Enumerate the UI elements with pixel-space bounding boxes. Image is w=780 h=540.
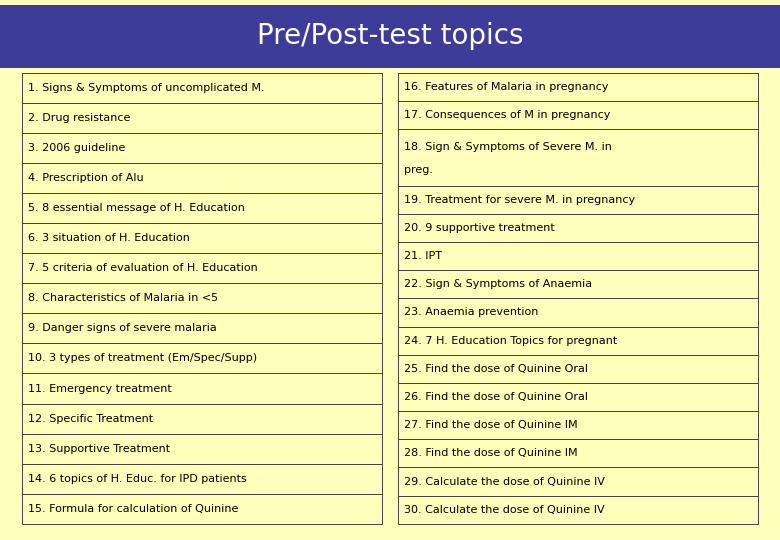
Bar bbox=[398, 411, 758, 439]
Bar bbox=[22, 464, 382, 494]
Bar bbox=[398, 355, 758, 383]
Bar bbox=[398, 299, 758, 327]
Text: 30. Calculate the dose of Quinine IV: 30. Calculate the dose of Quinine IV bbox=[404, 505, 604, 515]
Bar bbox=[22, 374, 382, 403]
Bar bbox=[398, 327, 758, 355]
Bar bbox=[398, 383, 758, 411]
Bar bbox=[398, 101, 758, 129]
Text: 18. Sign & Symptoms of Severe M. in: 18. Sign & Symptoms of Severe M. in bbox=[404, 143, 612, 152]
Bar bbox=[398, 129, 758, 186]
Text: 26. Find the dose of Quinine Oral: 26. Find the dose of Quinine Oral bbox=[404, 392, 588, 402]
Text: 21. IPT: 21. IPT bbox=[404, 251, 442, 261]
Bar bbox=[22, 193, 382, 223]
Text: 17. Consequences of M in pregnancy: 17. Consequences of M in pregnancy bbox=[404, 110, 611, 120]
Bar bbox=[398, 468, 758, 496]
Bar bbox=[22, 313, 382, 343]
Text: 6. 3 situation of H. Education: 6. 3 situation of H. Education bbox=[28, 233, 190, 243]
Text: 2. Drug resistance: 2. Drug resistance bbox=[28, 113, 130, 123]
Text: 3. 2006 guideline: 3. 2006 guideline bbox=[28, 143, 126, 153]
Text: 8. Characteristics of Malaria in <5: 8. Characteristics of Malaria in <5 bbox=[28, 293, 218, 303]
Text: 10. 3 types of treatment (Em/Spec/Supp): 10. 3 types of treatment (Em/Spec/Supp) bbox=[28, 354, 257, 363]
Text: Pre/Post-test topics: Pre/Post-test topics bbox=[257, 23, 523, 50]
Bar bbox=[398, 496, 758, 524]
Bar bbox=[22, 434, 382, 464]
Bar bbox=[22, 253, 382, 284]
Text: 11. Emergency treatment: 11. Emergency treatment bbox=[28, 383, 172, 394]
Bar bbox=[398, 214, 758, 242]
Text: 29. Calculate the dose of Quinine IV: 29. Calculate the dose of Quinine IV bbox=[404, 476, 605, 487]
Text: 13. Supportive Treatment: 13. Supportive Treatment bbox=[28, 444, 170, 454]
Text: 16. Features of Malaria in pregnancy: 16. Features of Malaria in pregnancy bbox=[404, 82, 608, 92]
Bar bbox=[22, 223, 382, 253]
Bar bbox=[22, 73, 382, 103]
Bar bbox=[398, 270, 758, 299]
Bar bbox=[22, 163, 382, 193]
Text: 9. Danger signs of severe malaria: 9. Danger signs of severe malaria bbox=[28, 323, 217, 333]
Bar bbox=[22, 403, 382, 434]
Text: 24. 7 H. Education Topics for pregnant: 24. 7 H. Education Topics for pregnant bbox=[404, 336, 617, 346]
Bar bbox=[22, 103, 382, 133]
Bar bbox=[22, 343, 382, 374]
Text: 12. Specific Treatment: 12. Specific Treatment bbox=[28, 414, 153, 423]
Text: 5. 8 essential message of H. Education: 5. 8 essential message of H. Education bbox=[28, 203, 245, 213]
Bar bbox=[22, 284, 382, 313]
Text: 23. Anaemia prevention: 23. Anaemia prevention bbox=[404, 307, 538, 318]
Text: 19. Treatment for severe M. in pregnancy: 19. Treatment for severe M. in pregnancy bbox=[404, 195, 635, 205]
Text: 22. Sign & Symptoms of Anaemia: 22. Sign & Symptoms of Anaemia bbox=[404, 279, 592, 289]
Text: preg.: preg. bbox=[404, 165, 433, 175]
Bar bbox=[398, 73, 758, 101]
Bar bbox=[398, 186, 758, 214]
Text: 15. Formula for calculation of Quinine: 15. Formula for calculation of Quinine bbox=[28, 504, 239, 514]
Text: 25. Find the dose of Quinine Oral: 25. Find the dose of Quinine Oral bbox=[404, 364, 588, 374]
Text: 27. Find the dose of Quinine IM: 27. Find the dose of Quinine IM bbox=[404, 420, 578, 430]
Bar bbox=[22, 133, 382, 163]
Bar bbox=[0, 5, 780, 68]
Text: 4. Prescription of Alu: 4. Prescription of Alu bbox=[28, 173, 144, 183]
Bar bbox=[398, 242, 758, 270]
Text: 20. 9 supportive treatment: 20. 9 supportive treatment bbox=[404, 223, 555, 233]
Text: 14. 6 topics of H. Educ. for IPD patients: 14. 6 topics of H. Educ. for IPD patient… bbox=[28, 474, 246, 484]
Text: 28. Find the dose of Quinine IM: 28. Find the dose of Quinine IM bbox=[404, 448, 578, 458]
Bar bbox=[22, 494, 382, 524]
Bar bbox=[398, 439, 758, 468]
Text: 1. Signs & Symptoms of uncomplicated M.: 1. Signs & Symptoms of uncomplicated M. bbox=[28, 83, 264, 93]
Text: 7. 5 criteria of evaluation of H. Education: 7. 5 criteria of evaluation of H. Educat… bbox=[28, 264, 258, 273]
